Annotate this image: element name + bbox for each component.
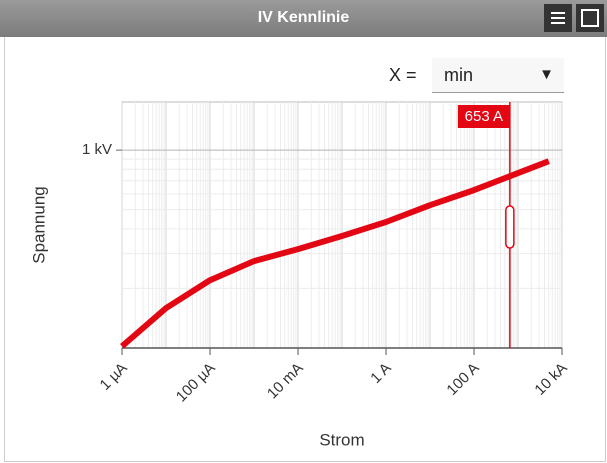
x-tick-label: 10 mA bbox=[264, 360, 307, 403]
x-tick-label: 100 A bbox=[443, 360, 482, 399]
menu-button[interactable] bbox=[544, 4, 572, 32]
iv-curve bbox=[120, 158, 550, 349]
window-title: IV Kennlinie bbox=[257, 9, 350, 26]
cursor-label: 653 A bbox=[465, 108, 503, 125]
selector-label: X = bbox=[389, 65, 417, 85]
x-tick-label: 1 A bbox=[367, 360, 394, 387]
panel bbox=[4, 37, 606, 462]
y-axis-label: Spannung bbox=[29, 186, 48, 264]
x-tick-label: 1 µA bbox=[97, 360, 131, 394]
x-dropdown[interactable]: min ▼ bbox=[432, 58, 564, 93]
y-tick-label: 1 kV bbox=[82, 141, 112, 158]
cursor-label-box bbox=[457, 105, 510, 128]
x-tick-label: 10 kA bbox=[531, 360, 570, 399]
cursor-handle bbox=[505, 205, 515, 249]
title-bar: IV Kennlinie bbox=[0, 0, 607, 37]
dropdown-value: min bbox=[444, 65, 474, 85]
x-tick-label: 100 µA bbox=[173, 360, 219, 406]
maximize-button[interactable] bbox=[576, 4, 604, 32]
x-axis-label: Strom bbox=[319, 430, 364, 449]
